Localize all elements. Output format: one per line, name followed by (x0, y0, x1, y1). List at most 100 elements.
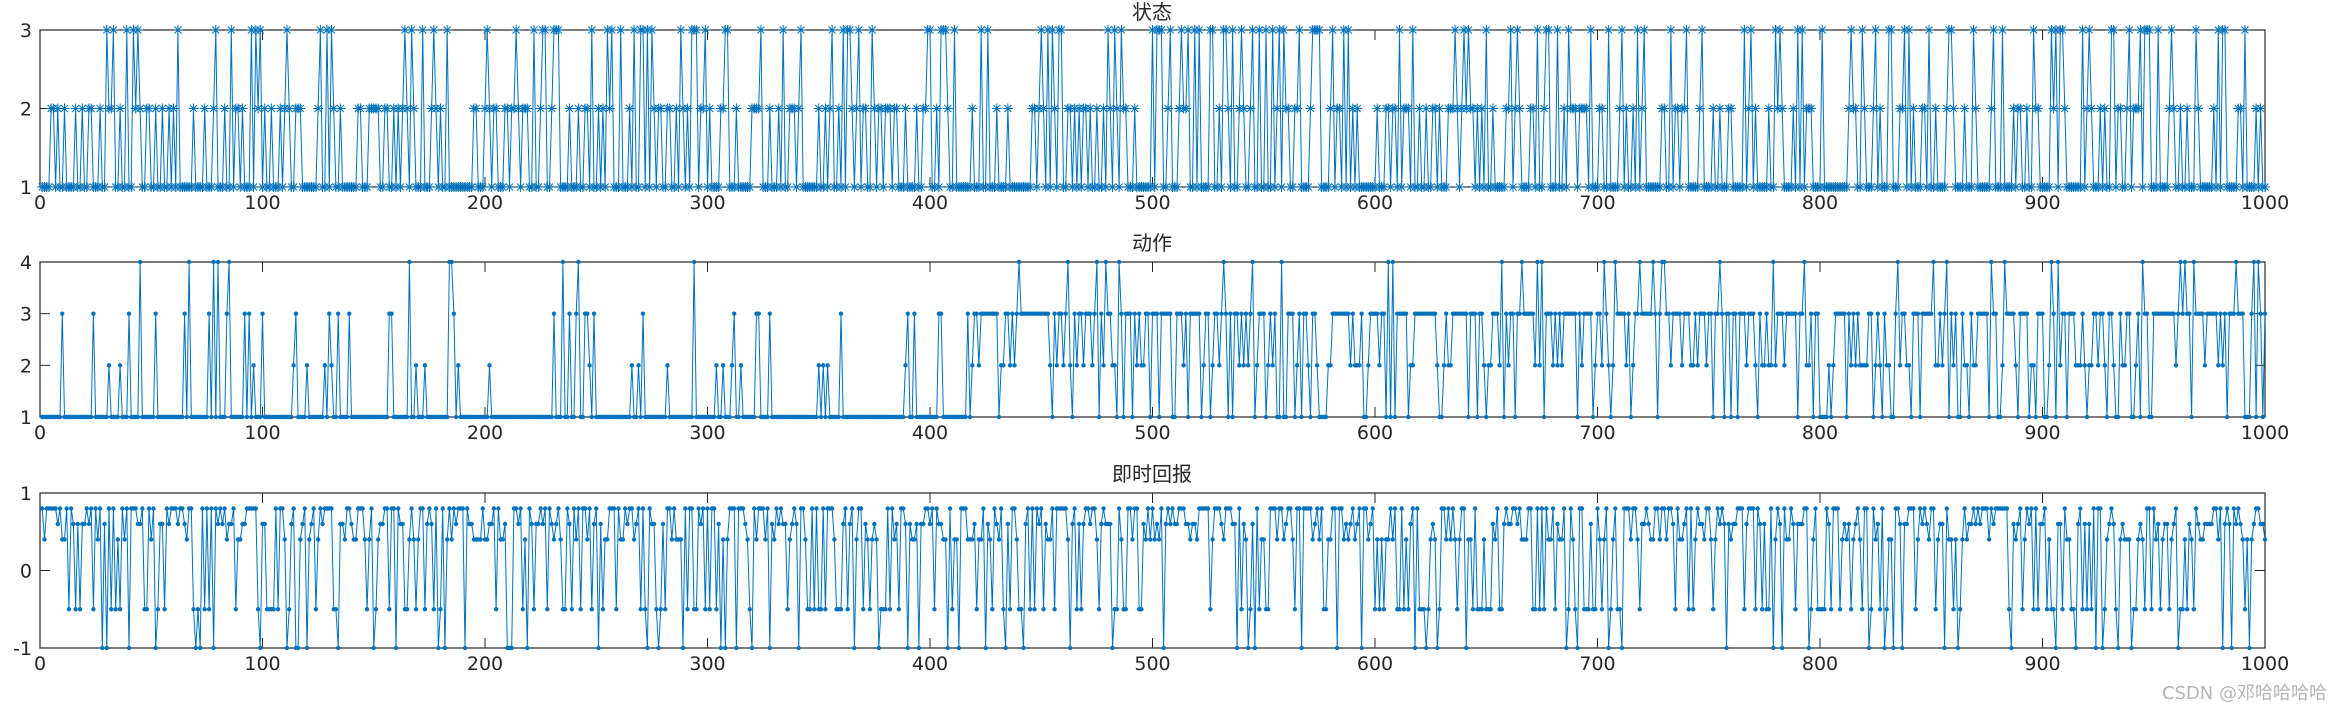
data-point (744, 182, 755, 192)
series-line (41, 508, 2266, 649)
data-point (2147, 506, 2152, 511)
data-point (291, 506, 296, 511)
data-point (231, 506, 236, 511)
data-point (1441, 182, 1452, 192)
data-point (88, 414, 94, 420)
data-point (1573, 607, 1578, 612)
data-point (872, 521, 877, 527)
data-point (200, 506, 205, 511)
data-point (442, 645, 448, 651)
data-point (1561, 182, 1572, 192)
data-point (2178, 259, 2183, 265)
data-point (1586, 607, 1591, 612)
data-point (1537, 363, 1542, 368)
data-point (2002, 259, 2007, 265)
data-point (1437, 607, 1442, 612)
data-point (838, 311, 844, 316)
data-point (574, 537, 579, 542)
data-point (402, 103, 413, 114)
data-point (636, 506, 641, 511)
data-point (1252, 414, 1258, 420)
data-point (1512, 414, 1518, 420)
data-point (1635, 537, 1640, 542)
data-point (324, 414, 330, 420)
data-point (1031, 182, 1042, 192)
data-point (1176, 25, 1187, 35)
data-point (1305, 103, 1316, 114)
data-point (700, 25, 711, 35)
data-point (2245, 537, 2250, 542)
x-tick-label: 600 (1357, 192, 1393, 214)
data-point (2040, 311, 2045, 316)
data-point (843, 506, 848, 511)
data-point (1414, 103, 1425, 114)
data-point (376, 537, 381, 542)
data-point (774, 506, 779, 511)
data-point (671, 506, 677, 511)
data-point (547, 506, 552, 511)
data-point (999, 506, 1004, 511)
data-point (2164, 521, 2170, 527)
data-point (1552, 25, 1563, 35)
data-point (253, 103, 264, 114)
data-point (2011, 521, 2016, 527)
data-point (1842, 311, 1847, 316)
data-point (153, 645, 158, 651)
data-point (773, 103, 784, 114)
data-point (1892, 182, 1903, 192)
data-point (1853, 521, 1858, 527)
data-point (295, 103, 306, 114)
data-point (634, 414, 639, 420)
data-point (990, 607, 995, 612)
data-point (1613, 506, 1618, 511)
data-point (1065, 537, 1071, 542)
data-point (1368, 521, 1373, 527)
data-point (298, 537, 303, 542)
data-point (333, 607, 339, 612)
data-point (1294, 363, 1300, 368)
data-point (195, 607, 201, 612)
data-point (1755, 414, 1760, 420)
data-point (887, 607, 893, 612)
data-point (1655, 506, 1660, 511)
data-point (1403, 103, 1414, 114)
data-point (2196, 521, 2201, 527)
data-point (1114, 607, 1120, 612)
data-point (616, 506, 621, 511)
data-point (1394, 25, 1405, 35)
data-point (1875, 103, 1886, 114)
data-point (2064, 414, 2070, 420)
data-point (255, 607, 261, 612)
data-point (218, 506, 223, 511)
data-point (611, 506, 617, 511)
data-point (544, 182, 555, 192)
data-point (1504, 506, 1509, 511)
data-point (355, 103, 366, 114)
data-point (1454, 182, 1465, 192)
data-point (578, 607, 583, 612)
x-tick-label: 1000 (2241, 192, 2289, 214)
data-point (1070, 521, 1075, 527)
data-point (1634, 182, 1645, 192)
data-point (878, 182, 889, 192)
data-point (693, 182, 704, 192)
data-point (1132, 311, 1137, 316)
data-point (1403, 311, 1409, 316)
data-point (1201, 363, 1206, 368)
data-point (1868, 103, 1879, 114)
data-point (1606, 363, 1611, 368)
data-point (2135, 537, 2141, 542)
data-point (571, 506, 577, 511)
data-point (2035, 607, 2041, 612)
data-point (373, 103, 384, 114)
data-point (1464, 645, 1469, 651)
data-point (1940, 363, 1945, 368)
data-point (1243, 311, 1249, 316)
data-point (1692, 182, 1703, 192)
data-point (793, 103, 804, 114)
data-point (2102, 363, 2107, 368)
data-point (533, 182, 544, 192)
data-point (553, 25, 564, 35)
data-point (2236, 506, 2241, 511)
data-point (1757, 521, 1763, 527)
